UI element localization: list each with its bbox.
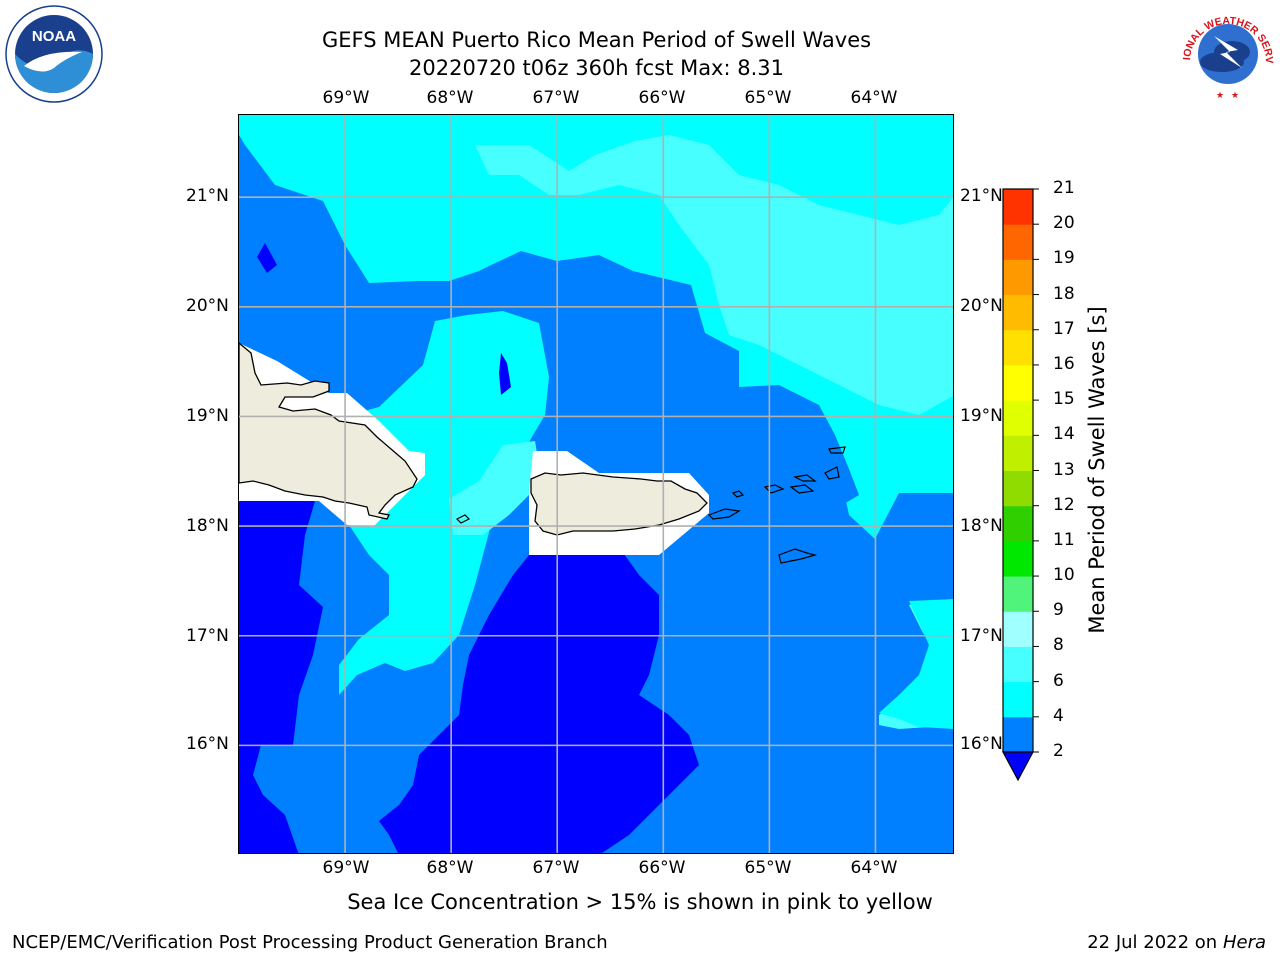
colorbar-tick-label: 4 (1053, 705, 1064, 726)
island-st-croix (778, 548, 818, 564)
colorbar-tick-label: 8 (1053, 635, 1064, 656)
island-st-john (789, 484, 815, 494)
colorbar-segment (1003, 646, 1033, 683)
colorbar-segment (1003, 611, 1033, 647)
colorbar-tick-label: 20 (1053, 213, 1075, 234)
colorbar-tick-label: 21 (1053, 178, 1075, 198)
island-tortola (793, 474, 817, 482)
contour-4-6s-se (879, 599, 953, 729)
island-culebra (731, 490, 745, 498)
colorbar-title: Mean Period of Swell Waves [s] (1085, 306, 1109, 634)
island-mona (455, 514, 471, 524)
lat-label-right-19n: 19°N (960, 406, 1003, 426)
colorbar-tick-label: 19 (1053, 248, 1075, 269)
lon-label-top-66w: 66°W (638, 88, 686, 108)
footer-date-text: 22 Jul 2022 on (1087, 932, 1223, 953)
colorbar-segment (1003, 189, 1033, 225)
lat-label-right-16n: 16°N (960, 734, 1003, 754)
contour-lt2s-ne-spot (257, 243, 277, 273)
colorbar-tick-label: 12 (1053, 494, 1075, 515)
colorbar-tick-label: 18 (1053, 283, 1075, 304)
colorbar-tick-label: 6 (1053, 670, 1064, 691)
svg-text:★: ★ (1231, 91, 1239, 101)
colorbar-segment (1003, 329, 1033, 366)
island-anegada (828, 446, 846, 454)
lon-label-top-69w: 69°W (322, 88, 370, 108)
chart-subtitle: 20220720 t06z 360h fcst Max: 8.31 (409, 56, 784, 80)
island-vieques (707, 508, 741, 520)
lat-label-left-20n: 20°N (186, 296, 229, 316)
footer-credit: NCEP/EMC/Verification Post Processing Pr… (12, 932, 608, 953)
colorbar-segment (1003, 716, 1033, 753)
colorbar-segment (1003, 576, 1033, 612)
swell-period-map (239, 115, 953, 853)
colorbar-tick-label: 14 (1053, 424, 1075, 445)
footer-date: 22 Jul 2022 on Hera (1087, 932, 1266, 953)
contour-lt2s-mid-spot (499, 353, 511, 395)
colorbar-tick-label: 15 (1053, 389, 1075, 410)
noaa-logo: NOAA (5, 5, 103, 103)
colorbar-tick-label: 16 (1053, 353, 1075, 374)
colorbar-segment (1003, 681, 1033, 718)
colorbar-tick-label: 9 (1053, 600, 1064, 621)
colorbar-segment (1003, 435, 1033, 471)
map-plot-area (238, 114, 954, 854)
colorbar-segment (1003, 259, 1033, 296)
colorbar (1002, 188, 1039, 782)
colorbar-segment (1003, 400, 1033, 436)
lon-label-top-65w: 65°W (744, 88, 792, 108)
lon-label-top-67w: 67°W (532, 88, 580, 108)
contour-6-8s-north (475, 135, 953, 415)
lat-label-right-21n: 21°N (960, 186, 1003, 206)
land-hispaniola (239, 342, 418, 520)
map-gridlines (239, 115, 953, 853)
colorbar-under-triangle (1002, 751, 1035, 782)
lat-label-right-18n: 18°N (960, 516, 1003, 536)
lon-label-bottom-67w: 67°W (532, 858, 580, 878)
colorbar-segment (1003, 294, 1033, 331)
contour-lt2s-south (379, 547, 699, 853)
lat-label-left-21n: 21°N (186, 186, 229, 206)
noaa-logo-text: NOAA (32, 28, 76, 45)
colorbar-tick-label: 17 (1053, 318, 1075, 339)
contour-6-8s-mid (449, 441, 539, 535)
lon-label-top-68w: 68°W (426, 88, 474, 108)
chart-title: GEFS MEAN Puerto Rico Mean Period of Swe… (321, 28, 872, 52)
nws-logo: NATIONAL WEATHER SERVICE ★ ★ (1176, 2, 1276, 102)
lat-label-right-20n: 20°N (960, 296, 1003, 316)
contour-4-6s-mid (339, 311, 549, 695)
lon-label-bottom-65w: 65°W (744, 858, 792, 878)
colorbar-tick-label: 10 (1053, 565, 1075, 586)
svg-text:★: ★ (1216, 91, 1224, 101)
island-virgin-gorda (824, 466, 840, 480)
lat-label-left-18n: 18°N (186, 516, 229, 536)
colorbar-tick-label: 11 (1053, 529, 1075, 550)
lon-label-bottom-68w: 68°W (426, 858, 474, 878)
lon-label-top-64w: 64°W (850, 88, 898, 108)
lon-label-bottom-66w: 66°W (638, 858, 686, 878)
footer-machine: Hera (1222, 932, 1266, 953)
lat-label-right-17n: 17°N (960, 626, 1003, 646)
sea-ice-note: Sea Ice Concentration > 15% is shown in … (347, 890, 933, 914)
colorbar-segment (1003, 470, 1033, 507)
lon-label-bottom-69w: 69°W (322, 858, 370, 878)
lat-label-left-17n: 17°N (186, 626, 229, 646)
colorbar-segment (1003, 540, 1033, 577)
colorbar-segment (1003, 505, 1033, 542)
colorbar-segment (1003, 364, 1033, 401)
lat-label-left-19n: 19°N (186, 406, 229, 426)
contour-2-4s-sub (775, 545, 839, 587)
colorbar-tick-label: 13 (1053, 459, 1075, 480)
contour-lt2s-sw (239, 501, 323, 853)
lat-label-left-16n: 16°N (186, 734, 229, 754)
lon-label-bottom-64w: 64°W (850, 858, 898, 878)
colorbar-segment (1003, 224, 1033, 260)
colorbar-tick-label: 2 (1053, 741, 1064, 761)
